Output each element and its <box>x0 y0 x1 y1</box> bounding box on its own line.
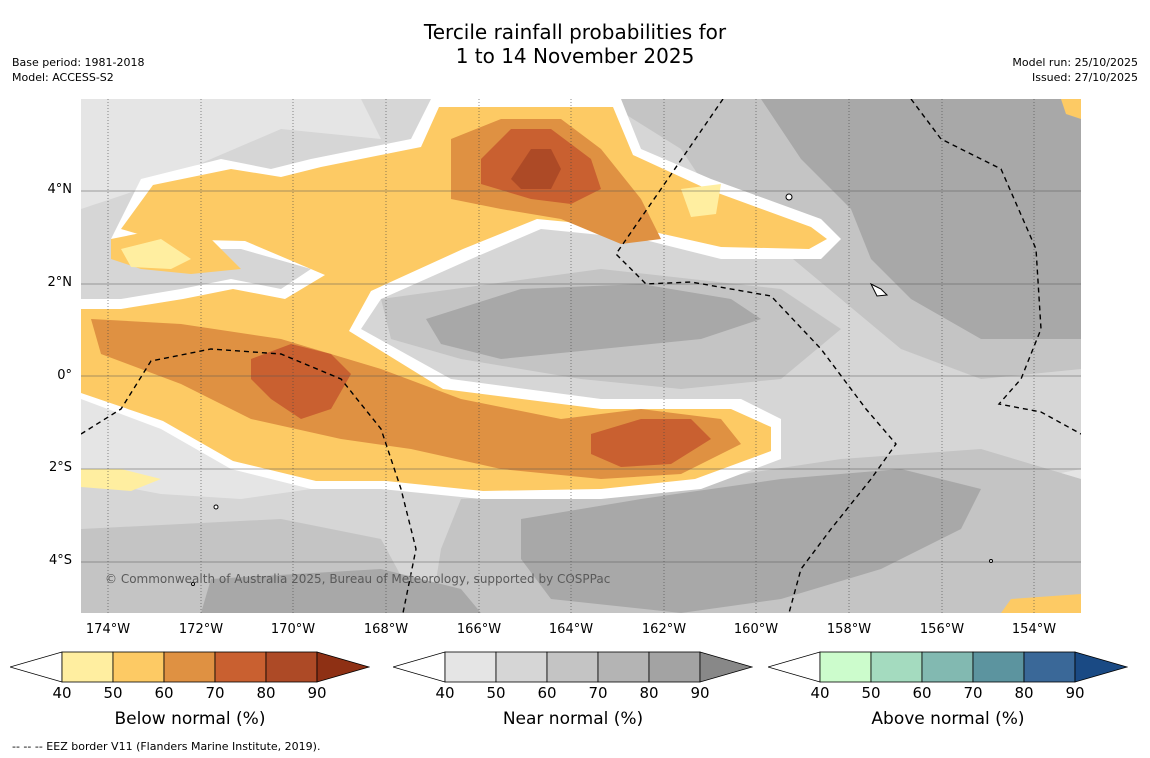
colorbar-min-triangle <box>10 651 63 683</box>
colorbar-tick-label: 40 <box>52 684 72 702</box>
issued-date: Issued: 27/10/2025 <box>1031 71 1138 84</box>
near-normal-80-region <box>521 469 981 613</box>
colorbar-tick-label: 60 <box>912 684 932 702</box>
lon-label: 172°W <box>178 622 224 637</box>
lon-label: 168°W <box>363 622 409 637</box>
colorbar-segment <box>265 651 318 683</box>
colorbar-min-triangle <box>393 651 446 683</box>
colorbar-segment <box>495 651 548 683</box>
colorbar-segment <box>870 651 923 683</box>
near-normal-80-region <box>761 99 1081 339</box>
eez-footnote: -- -- -- EEZ border V11 (Flanders Marine… <box>12 740 321 753</box>
below-normal-80-region <box>511 149 561 189</box>
colorbar-tick-label: 50 <box>861 684 881 702</box>
colorbar-tick-label: 90 <box>690 684 710 702</box>
lon-label: 156°W <box>919 622 965 637</box>
colorbar-below-normal <box>10 651 370 683</box>
lon-label: 162°W <box>641 622 687 637</box>
map-title: Tercile rainfall probabilities for 1 to … <box>0 20 1150 68</box>
lat-label: 4°N <box>47 182 73 197</box>
latitude-lines <box>81 190 1081 563</box>
lon-label: 174°W <box>85 622 131 637</box>
colorbar-segment <box>444 651 497 683</box>
colorbar-segment <box>921 651 974 683</box>
lat-label: 4°S <box>48 553 72 568</box>
colorbar-max-triangle <box>316 651 370 683</box>
colorbar-segment <box>648 651 701 683</box>
colorbar-tick-label: 80 <box>256 684 276 702</box>
lat-label: 0° <box>57 368 72 383</box>
colorbar-segment <box>1023 651 1076 683</box>
colorbar-near-normal <box>393 651 753 683</box>
colorbar-tick-label: 70 <box>588 684 608 702</box>
colorbar-tick-label: 50 <box>486 684 506 702</box>
below-normal-40-patch <box>81 469 161 491</box>
near-normal-80-region <box>426 284 761 359</box>
near-normal-80-region <box>201 569 481 613</box>
model-run: Model run: 25/10/2025 <box>1012 56 1138 69</box>
below-normal-70-region <box>251 344 351 419</box>
colorbar-min-triangle <box>768 651 821 683</box>
lon-label: 158°W <box>826 622 872 637</box>
colorbar-segment <box>61 651 114 683</box>
below-normal-50-corner <box>1001 594 1081 613</box>
below-normal-70-region <box>591 419 711 467</box>
colorbar-tick-label: 50 <box>103 684 123 702</box>
colorbar-segment <box>597 651 650 683</box>
colorbar-tick-label: 90 <box>307 684 327 702</box>
lon-label: 170°W <box>270 622 316 637</box>
below-normal-50-corner <box>1061 99 1081 119</box>
colorbar-max-triangle <box>699 651 753 683</box>
colorbar-max-triangle <box>1074 651 1128 683</box>
colorbar-tick-label: 80 <box>1014 684 1034 702</box>
colorbar-segment <box>163 651 216 683</box>
colorbar-tick-label: 60 <box>154 684 174 702</box>
colorbar-segment <box>972 651 1025 683</box>
colorbar-segment <box>214 651 267 683</box>
lon-label: 160°W <box>733 622 779 637</box>
below-normal-40-patch <box>121 239 191 269</box>
below-normal-40-patch <box>681 184 721 217</box>
lon-label: 154°W <box>1011 622 1057 637</box>
meta-right: Model run: 25/10/2025 Issued: 27/10/2025 <box>1012 55 1138 85</box>
colorbar-label-near: Near normal (%) <box>502 709 644 729</box>
lat-label: 2°N <box>47 275 73 290</box>
lon-label: 164°W <box>548 622 594 637</box>
colorbar-tick-label: 40 <box>435 684 455 702</box>
probability-map <box>81 99 1081 613</box>
islands <box>191 193 993 586</box>
colorbar-segment <box>112 651 165 683</box>
title-line-1: Tercile rainfall probabilities for <box>423 20 727 44</box>
colorbar-segment <box>546 651 599 683</box>
title-line-2: 1 to 14 November 2025 <box>455 44 695 68</box>
lat-label: 2°S <box>48 460 72 475</box>
lon-label: 166°W <box>456 622 502 637</box>
colorbar-label-below: Below normal (%) <box>114 709 266 729</box>
colorbar-tick-label: 90 <box>1065 684 1085 702</box>
colorbar-above-normal <box>768 651 1128 683</box>
colorbar-label-above: Above normal (%) <box>871 709 1025 729</box>
base-period: Base period: 1981-2018 <box>12 56 145 69</box>
eez-border <box>81 99 1081 613</box>
colorbar-tick-label: 60 <box>537 684 557 702</box>
colorbar-tick-label: 70 <box>205 684 225 702</box>
colorbar-segment <box>819 651 872 683</box>
meta-left: Base period: 1981-2018 Model: ACCESS-S2 <box>12 55 144 85</box>
colorbar-tick-label: 80 <box>639 684 659 702</box>
colorbar-tick-label: 70 <box>963 684 983 702</box>
copyright-notice: © Commonwealth of Australia 2025, Bureau… <box>105 572 611 586</box>
model-name: Model: ACCESS-S2 <box>12 71 114 84</box>
colorbar-tick-label: 40 <box>810 684 830 702</box>
